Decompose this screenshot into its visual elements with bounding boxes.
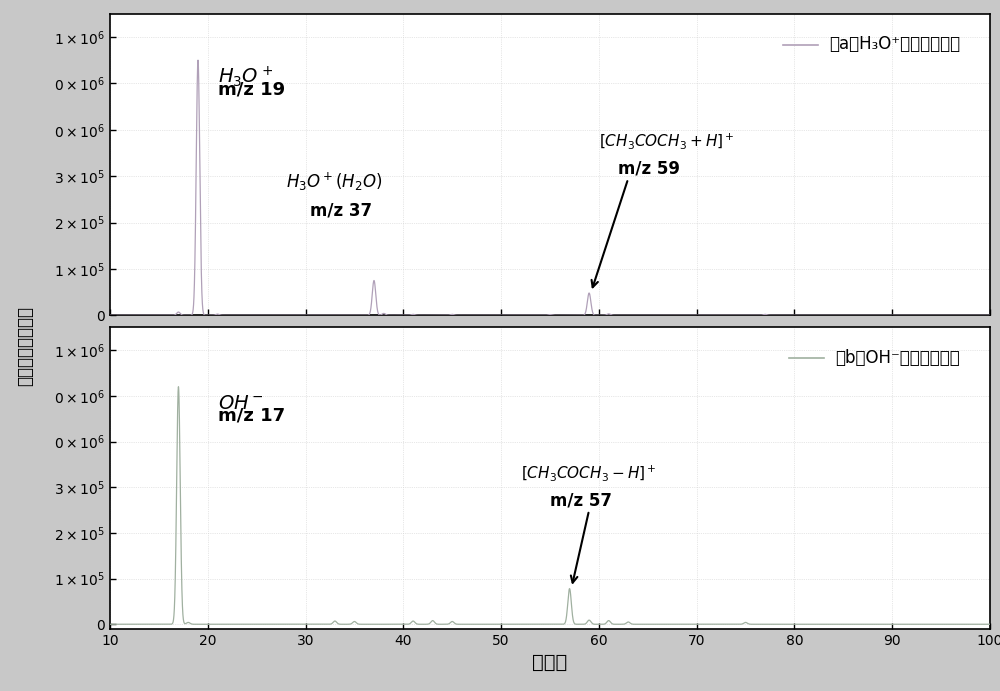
Text: 相对离子信号强度: 相对离子信号强度: [16, 305, 34, 386]
Text: m/z 59: m/z 59: [618, 160, 680, 178]
Text: m/z 57: m/z 57: [550, 491, 612, 509]
Text: $OH^-$: $OH^-$: [218, 394, 264, 413]
Legend: （a）H₃O⁺正离子测丙酮: （a）H₃O⁺正离子测丙酮: [777, 30, 965, 59]
Text: m/z 37: m/z 37: [310, 202, 373, 220]
Text: $[CH_3COCH_3+H]^+$: $[CH_3COCH_3+H]^+$: [599, 131, 734, 151]
Text: $[CH_3COCH_3-H]^+$: $[CH_3COCH_3-H]^+$: [521, 463, 656, 483]
Text: $H_3O^+$: $H_3O^+$: [218, 64, 273, 88]
Text: $H_3O^+(H_2O)$: $H_3O^+(H_2O)$: [286, 171, 383, 193]
Text: m/z 19: m/z 19: [218, 81, 285, 99]
Legend: （b）OH⁻负离子测丙酮: （b）OH⁻负离子测丙酮: [784, 343, 965, 372]
Text: m/z 17: m/z 17: [218, 407, 285, 425]
X-axis label: 质荷比: 质荷比: [532, 653, 568, 672]
